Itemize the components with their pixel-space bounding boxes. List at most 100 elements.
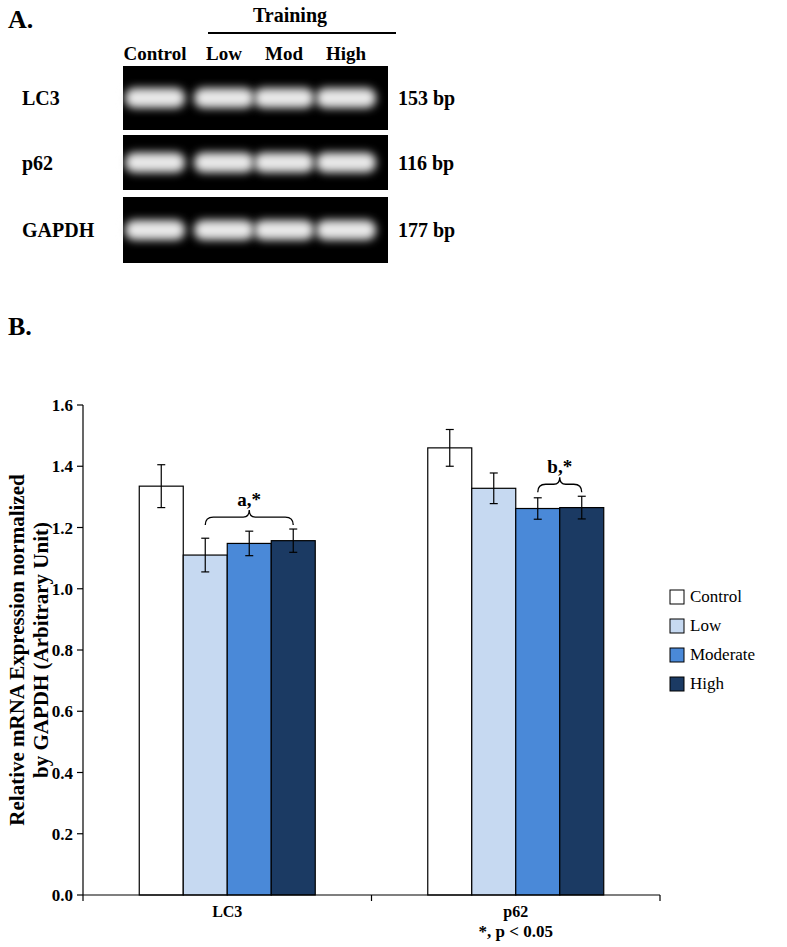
bar: [560, 508, 604, 895]
y-tick: [77, 527, 83, 528]
legend-label: Moderate: [690, 645, 755, 664]
bar: [472, 488, 516, 895]
gel-band: [194, 220, 254, 240]
error-line: [249, 531, 250, 556]
error-cap: [578, 496, 586, 497]
y-tick-label: 1.4: [52, 457, 74, 476]
row-label: p62: [22, 152, 53, 175]
size-label: 116 bp: [398, 152, 454, 175]
error-bar: [446, 430, 454, 467]
bar: [227, 543, 271, 895]
error-bar: [534, 498, 542, 519]
error-cap: [289, 528, 297, 529]
x-tick: [371, 895, 372, 901]
y-label-line: by GAPDH (Arbitrary Unit): [29, 522, 53, 778]
row-label: GAPDH: [22, 219, 95, 241]
error-line: [493, 473, 494, 504]
error-line: [449, 430, 450, 467]
error-line: [293, 529, 294, 552]
y-tick-label: 0.8: [52, 641, 73, 660]
bar: [428, 448, 472, 895]
error-bar: [201, 538, 209, 572]
error-line: [205, 538, 206, 572]
error-bar: [578, 496, 586, 519]
error-cap: [490, 472, 498, 473]
y-label-line: Relative mRNA Expression normalized: [5, 474, 29, 826]
error-cap: [446, 466, 454, 467]
legend-swatch: [670, 677, 684, 691]
error-bar: [490, 473, 498, 504]
error-bar: [245, 531, 253, 556]
gel: [123, 197, 388, 263]
gel-band: [125, 220, 185, 240]
gel: [123, 135, 388, 190]
annotation: a,*: [237, 489, 261, 510]
error-cap: [245, 531, 253, 532]
legend-swatch: [670, 619, 684, 633]
lane-label: Control: [124, 43, 187, 64]
error-cap: [157, 464, 165, 465]
x-tick-label: LC3: [212, 903, 242, 920]
y-axis: [82, 405, 83, 895]
gel-band: [316, 88, 376, 108]
x-tick: [659, 895, 660, 901]
panel-label: A.: [8, 5, 33, 34]
legend-swatch: [670, 648, 684, 662]
size-label: 153 bp: [398, 87, 455, 110]
size-label: 177 bp: [398, 219, 455, 242]
gel-band: [125, 153, 185, 173]
error-line: [537, 498, 538, 519]
figure: A. Training Control Low Mod High LC3 153 bp p62 1…: [0, 0, 787, 947]
gel-band: [194, 88, 254, 108]
error-cap: [157, 507, 165, 508]
y-tick: [77, 466, 83, 467]
y-tick-label: 0.0: [52, 886, 73, 905]
lane-label: Low: [206, 43, 242, 64]
error-cap: [490, 503, 498, 504]
y-tick: [77, 649, 83, 650]
lane-label: High: [326, 43, 367, 64]
gel-band: [125, 88, 185, 108]
y-tick: [77, 711, 83, 712]
footnote: *, p < 0.05: [479, 922, 553, 941]
bar: [183, 555, 227, 895]
group-label: Training: [253, 4, 327, 27]
error-bar: [289, 529, 297, 552]
x-tick: [82, 895, 83, 901]
y-tick: [77, 404, 83, 405]
legend-label: Low: [690, 616, 722, 635]
y-tick-label: 0.4: [52, 764, 74, 783]
gel-band: [254, 88, 314, 108]
lane-label: Mod: [265, 43, 303, 64]
x-tick-label: p62: [503, 903, 528, 921]
legend-swatch: [670, 590, 684, 604]
row-label: LC3: [22, 87, 60, 109]
error-line: [581, 496, 582, 519]
bar: [516, 509, 560, 895]
error-cap: [201, 571, 209, 572]
gel-band: [254, 153, 314, 173]
gel: [123, 66, 388, 130]
panel-label: B.: [8, 312, 32, 341]
gel-band: [316, 153, 376, 173]
y-tick: [77, 894, 83, 895]
error-cap: [578, 518, 586, 519]
error-cap: [534, 519, 542, 520]
y-tick: [77, 833, 83, 834]
gel-band: [254, 220, 314, 240]
gel-band: [194, 153, 254, 173]
error-line: [161, 465, 162, 508]
error-cap: [289, 552, 297, 553]
error-cap: [446, 429, 454, 430]
y-tick-label: 1.2: [52, 519, 73, 538]
y-tick: [77, 588, 83, 589]
bar: [271, 541, 315, 895]
legend-label: High: [690, 674, 725, 693]
error-cap: [534, 497, 542, 498]
y-tick-label: 1.0: [52, 580, 73, 599]
bracket: [538, 477, 582, 492]
error-cap: [201, 538, 209, 539]
y-label: Relative mRNA Expression normalizedby GA…: [5, 474, 53, 826]
bracket: [205, 510, 293, 525]
annotation: b,*: [547, 456, 572, 477]
